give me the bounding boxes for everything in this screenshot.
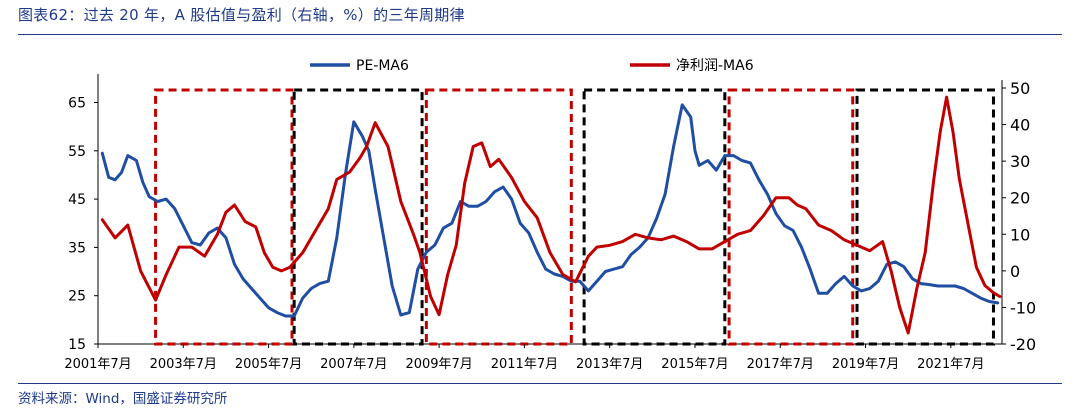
right-tick-label: -20 (1010, 335, 1036, 354)
left-tick-label: 55 (68, 144, 86, 160)
x-tick-label: 2021年7月 (917, 357, 984, 372)
x-tick-label: 2019年7月 (832, 357, 899, 372)
left-tick-label: 35 (68, 240, 86, 256)
right-tick-label: 20 (1010, 189, 1030, 208)
x-tick-label: 2011年7月 (491, 357, 558, 372)
footer-divider (18, 383, 1062, 384)
cycle-box-red (727, 88, 855, 346)
chart-title: 图表62：过去 20 年，A 股估值与盈利（右轴，%）的三年周期律 (18, 6, 465, 24)
cycle-box-black (855, 88, 995, 346)
left-tick-label: 45 (68, 192, 86, 208)
cycle-box-red (154, 88, 294, 346)
right-tick-label: 40 (1010, 116, 1030, 135)
left-tick-label: 15 (68, 337, 86, 353)
x-tick-label: 2007年7月 (320, 357, 387, 372)
x-tick-label: 2013年7月 (576, 357, 643, 372)
title-divider (18, 34, 1062, 35)
right-tick-label: 10 (1010, 225, 1030, 244)
source-note: 资料来源：Wind，国盛证券研究所 (18, 391, 228, 407)
right-tick-label: 30 (1010, 152, 1030, 171)
x-tick-label: 2009年7月 (405, 357, 472, 372)
net-profit-ma6-line (100, 95, 1002, 335)
pe-ma6-line (100, 103, 1000, 318)
cycle-box-black (582, 88, 727, 346)
legend-label-pe: PE-MA6 (356, 58, 409, 74)
legend-label-profit: 净利润-MA6 (676, 58, 754, 74)
x-tick-label: 2015年7月 (661, 357, 728, 372)
cycle-box-red (424, 88, 573, 346)
cycle-box-black (292, 88, 424, 346)
left-tick-label: 65 (68, 95, 86, 111)
x-tick-label: 2017年7月 (747, 357, 814, 372)
x-tick-label: 2005年7月 (235, 357, 302, 372)
x-tick-label: 2001年7月 (64, 357, 131, 372)
x-tick-label: 2003年7月 (150, 357, 217, 372)
right-tick-label: 50 (1010, 79, 1030, 98)
right-tick-label: -10 (1010, 298, 1036, 317)
left-tick-label: 25 (68, 289, 86, 305)
right-tick-label: 0 (1010, 262, 1020, 281)
